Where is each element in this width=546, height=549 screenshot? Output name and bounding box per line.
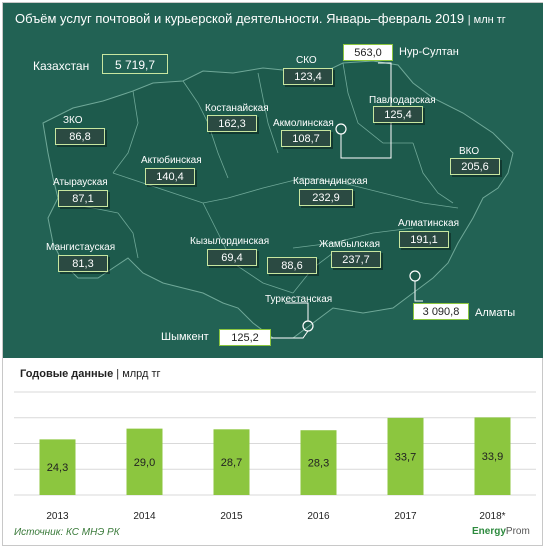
city-label-shymkent: Шымкент: [161, 331, 209, 343]
region-label-kostanay: Костанайская: [205, 103, 269, 114]
x-tick-label: 2015: [220, 511, 243, 522]
x-tick-label: 2018*: [479, 511, 505, 522]
x-tick-label: 2017: [394, 511, 417, 522]
bar-value-label: 28,7: [221, 457, 242, 469]
region-value-atyrau: 87,1: [58, 190, 108, 207]
brand-prefix: Energy: [472, 526, 506, 537]
bar-value-label: 33,9: [482, 451, 503, 463]
brand-logo: EnergyProm: [472, 526, 530, 537]
region-label-almaty-region: Алматинская: [398, 218, 459, 229]
city-value-shymkent: 125,2: [219, 329, 271, 346]
region-label-zhambyl: Жамбылская: [319, 239, 380, 250]
kazakhstan-total: 5 719,7: [102, 54, 168, 74]
bar: [387, 417, 424, 495]
city-value-almaty: 3 090,8: [413, 303, 469, 320]
region-value-karaganda: 232,9: [299, 189, 353, 206]
region-value-zko: 86,8: [55, 128, 105, 145]
region-label-akmola: Акмолинская: [273, 118, 334, 129]
region-value-pavlodar: 125,4: [373, 106, 423, 123]
region-value-akmola: 108,7: [281, 130, 331, 147]
city-value-nur-sultan: 563,0: [343, 44, 393, 61]
region-value-mangistau: 81,3: [58, 255, 108, 272]
region-value-zhambyl: 237,7: [331, 251, 381, 268]
source-note: Источник: КС МНЭ РК: [14, 527, 120, 538]
city-label-nur-sultan: Нур-Султан: [399, 46, 459, 58]
x-tick-label: 2013: [46, 511, 69, 522]
annual-title: Годовые данные | млрд тг: [20, 368, 161, 380]
x-tick-label: 2016: [307, 511, 330, 522]
region-label-atyrau: Атырауская: [53, 177, 108, 188]
bar-value-label: 33,7: [395, 451, 416, 463]
region-label-aktobe: Актюбинская: [141, 155, 202, 166]
region-label-zko: ЗКО: [63, 115, 83, 126]
city-label-almaty: Алматы: [475, 307, 516, 319]
bar: [39, 439, 76, 495]
bar: [126, 428, 163, 495]
brand-suffix: Prom: [505, 526, 530, 537]
annual-title-text: Годовые данные: [20, 368, 114, 380]
region-label-sko: СКО: [296, 55, 317, 66]
kazakhstan-outline: [42, 60, 514, 339]
region-value-aktobe: 140,4: [145, 168, 195, 185]
region-label-pavlodar: Павлодарская: [369, 95, 436, 106]
region-value-almaty-region: 191,1: [399, 231, 449, 248]
region-label-kyzylorda: Кызылординская: [190, 236, 270, 247]
region-value-kyzylorda: 69,4: [207, 249, 257, 266]
bar-value-label: 24,3: [47, 462, 68, 474]
map-panel: Объём услуг почтовой и курьерской деятел…: [3, 3, 543, 358]
region-value-kostanay: 162,3: [207, 115, 257, 132]
kazakhstan-map: [42, 60, 514, 339]
bar-value-label: 28,3: [308, 458, 329, 470]
region-value-turkestan: 88,6: [267, 257, 317, 274]
region-label-mangistau: Мангистауская: [46, 242, 116, 253]
region-value-sko: 123,4: [283, 68, 333, 85]
chart-title: Объём услуг почтовой и курьерской деятел…: [15, 11, 506, 26]
kazakhstan-label: Казахстан: [33, 59, 90, 73]
bar: [474, 417, 511, 495]
bar: [300, 430, 337, 495]
title-text: Объём услуг почтовой и курьерской деятел…: [15, 11, 465, 26]
region-label-karaganda: Карагандинская: [293, 176, 368, 187]
bar: [213, 429, 250, 495]
region-value-vko: 205,6: [450, 158, 500, 175]
title-unit: млн тг: [473, 14, 506, 26]
x-tick-label: 2014: [133, 511, 156, 522]
region-label-turkestan: Туркестанская: [265, 294, 333, 305]
annual-unit: млрд тг: [122, 368, 161, 380]
leader-lines: [262, 62, 423, 339]
bar-value-label: 29,0: [134, 457, 155, 469]
region-label-vko: ВКО: [459, 146, 480, 157]
